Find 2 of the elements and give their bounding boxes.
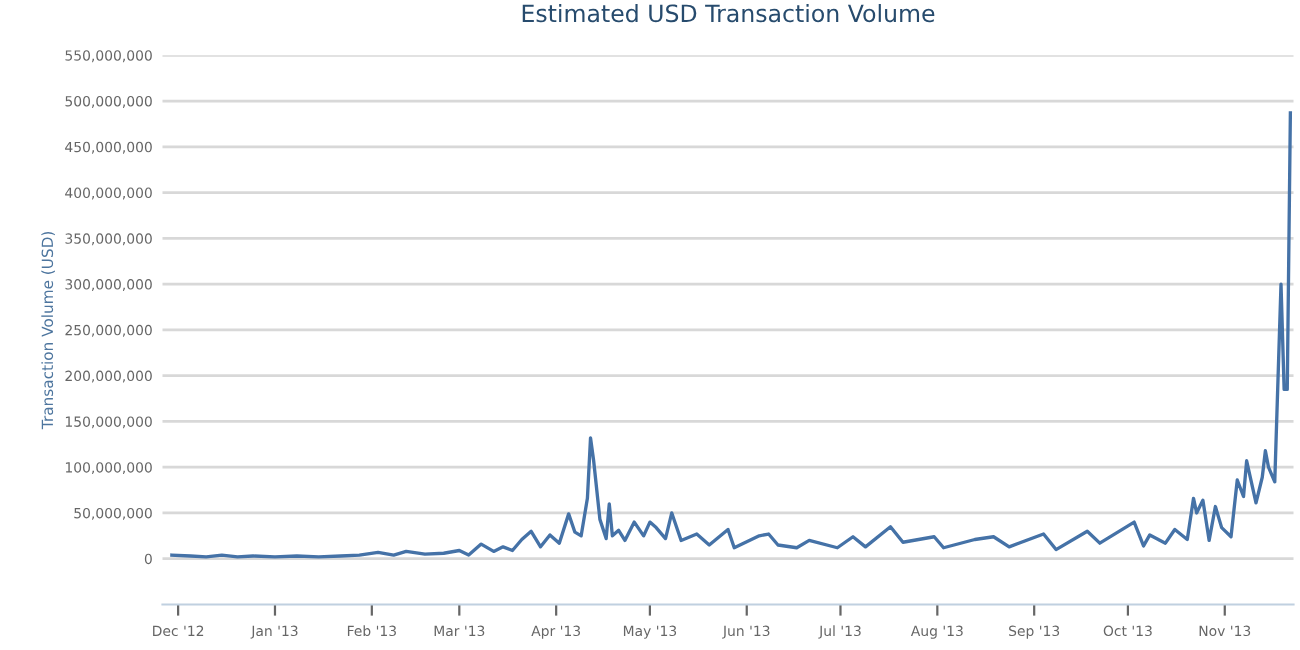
- line-series: [170, 111, 1293, 559]
- chart-title: Estimated USD Transaction Volume: [522, 3, 935, 23]
